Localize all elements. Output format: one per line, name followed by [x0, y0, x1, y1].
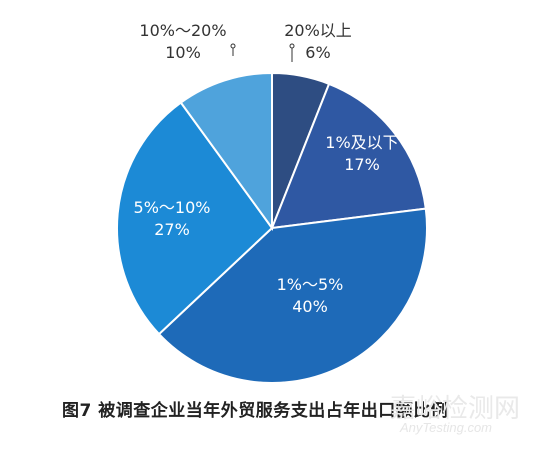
leader-dot — [230, 43, 236, 49]
slice-value-label: 6% — [305, 43, 330, 62]
slice-category-label: 5%～10% — [134, 198, 211, 217]
pie-slice — [116, 101, 274, 336]
slice-category-label: 10%～20% — [139, 21, 226, 40]
slice-labels: 20%以上 6% 1%及以下 17% 1%～5% 40% 5%～10% 27% 10%～20% 1… — [134, 21, 399, 316]
slice-category-label: 1%及以下 — [325, 133, 398, 152]
leader-dot — [289, 43, 295, 49]
chart-title: 图7 被调查企业当年外贸服务支出占年出口额比例 — [62, 401, 449, 421]
slice-category-label: 1%～5% — [277, 275, 344, 294]
slice-value-label: 17% — [344, 155, 380, 174]
watermark-cn: 嘉峪检测网 — [390, 394, 521, 424]
pie-slice — [157, 207, 428, 384]
pie-slice — [179, 71, 273, 232]
slice-value-label: 40% — [292, 297, 328, 316]
pie-slice — [270, 82, 427, 230]
leader-lines — [230, 43, 295, 62]
pie-slices — [116, 71, 428, 384]
slice-category-label: 20%以上 — [284, 21, 352, 40]
slice-value-label: 27% — [154, 220, 190, 239]
slice-value-label: 10% — [165, 43, 201, 62]
watermark-en: AnyTesting.com — [400, 420, 493, 435]
